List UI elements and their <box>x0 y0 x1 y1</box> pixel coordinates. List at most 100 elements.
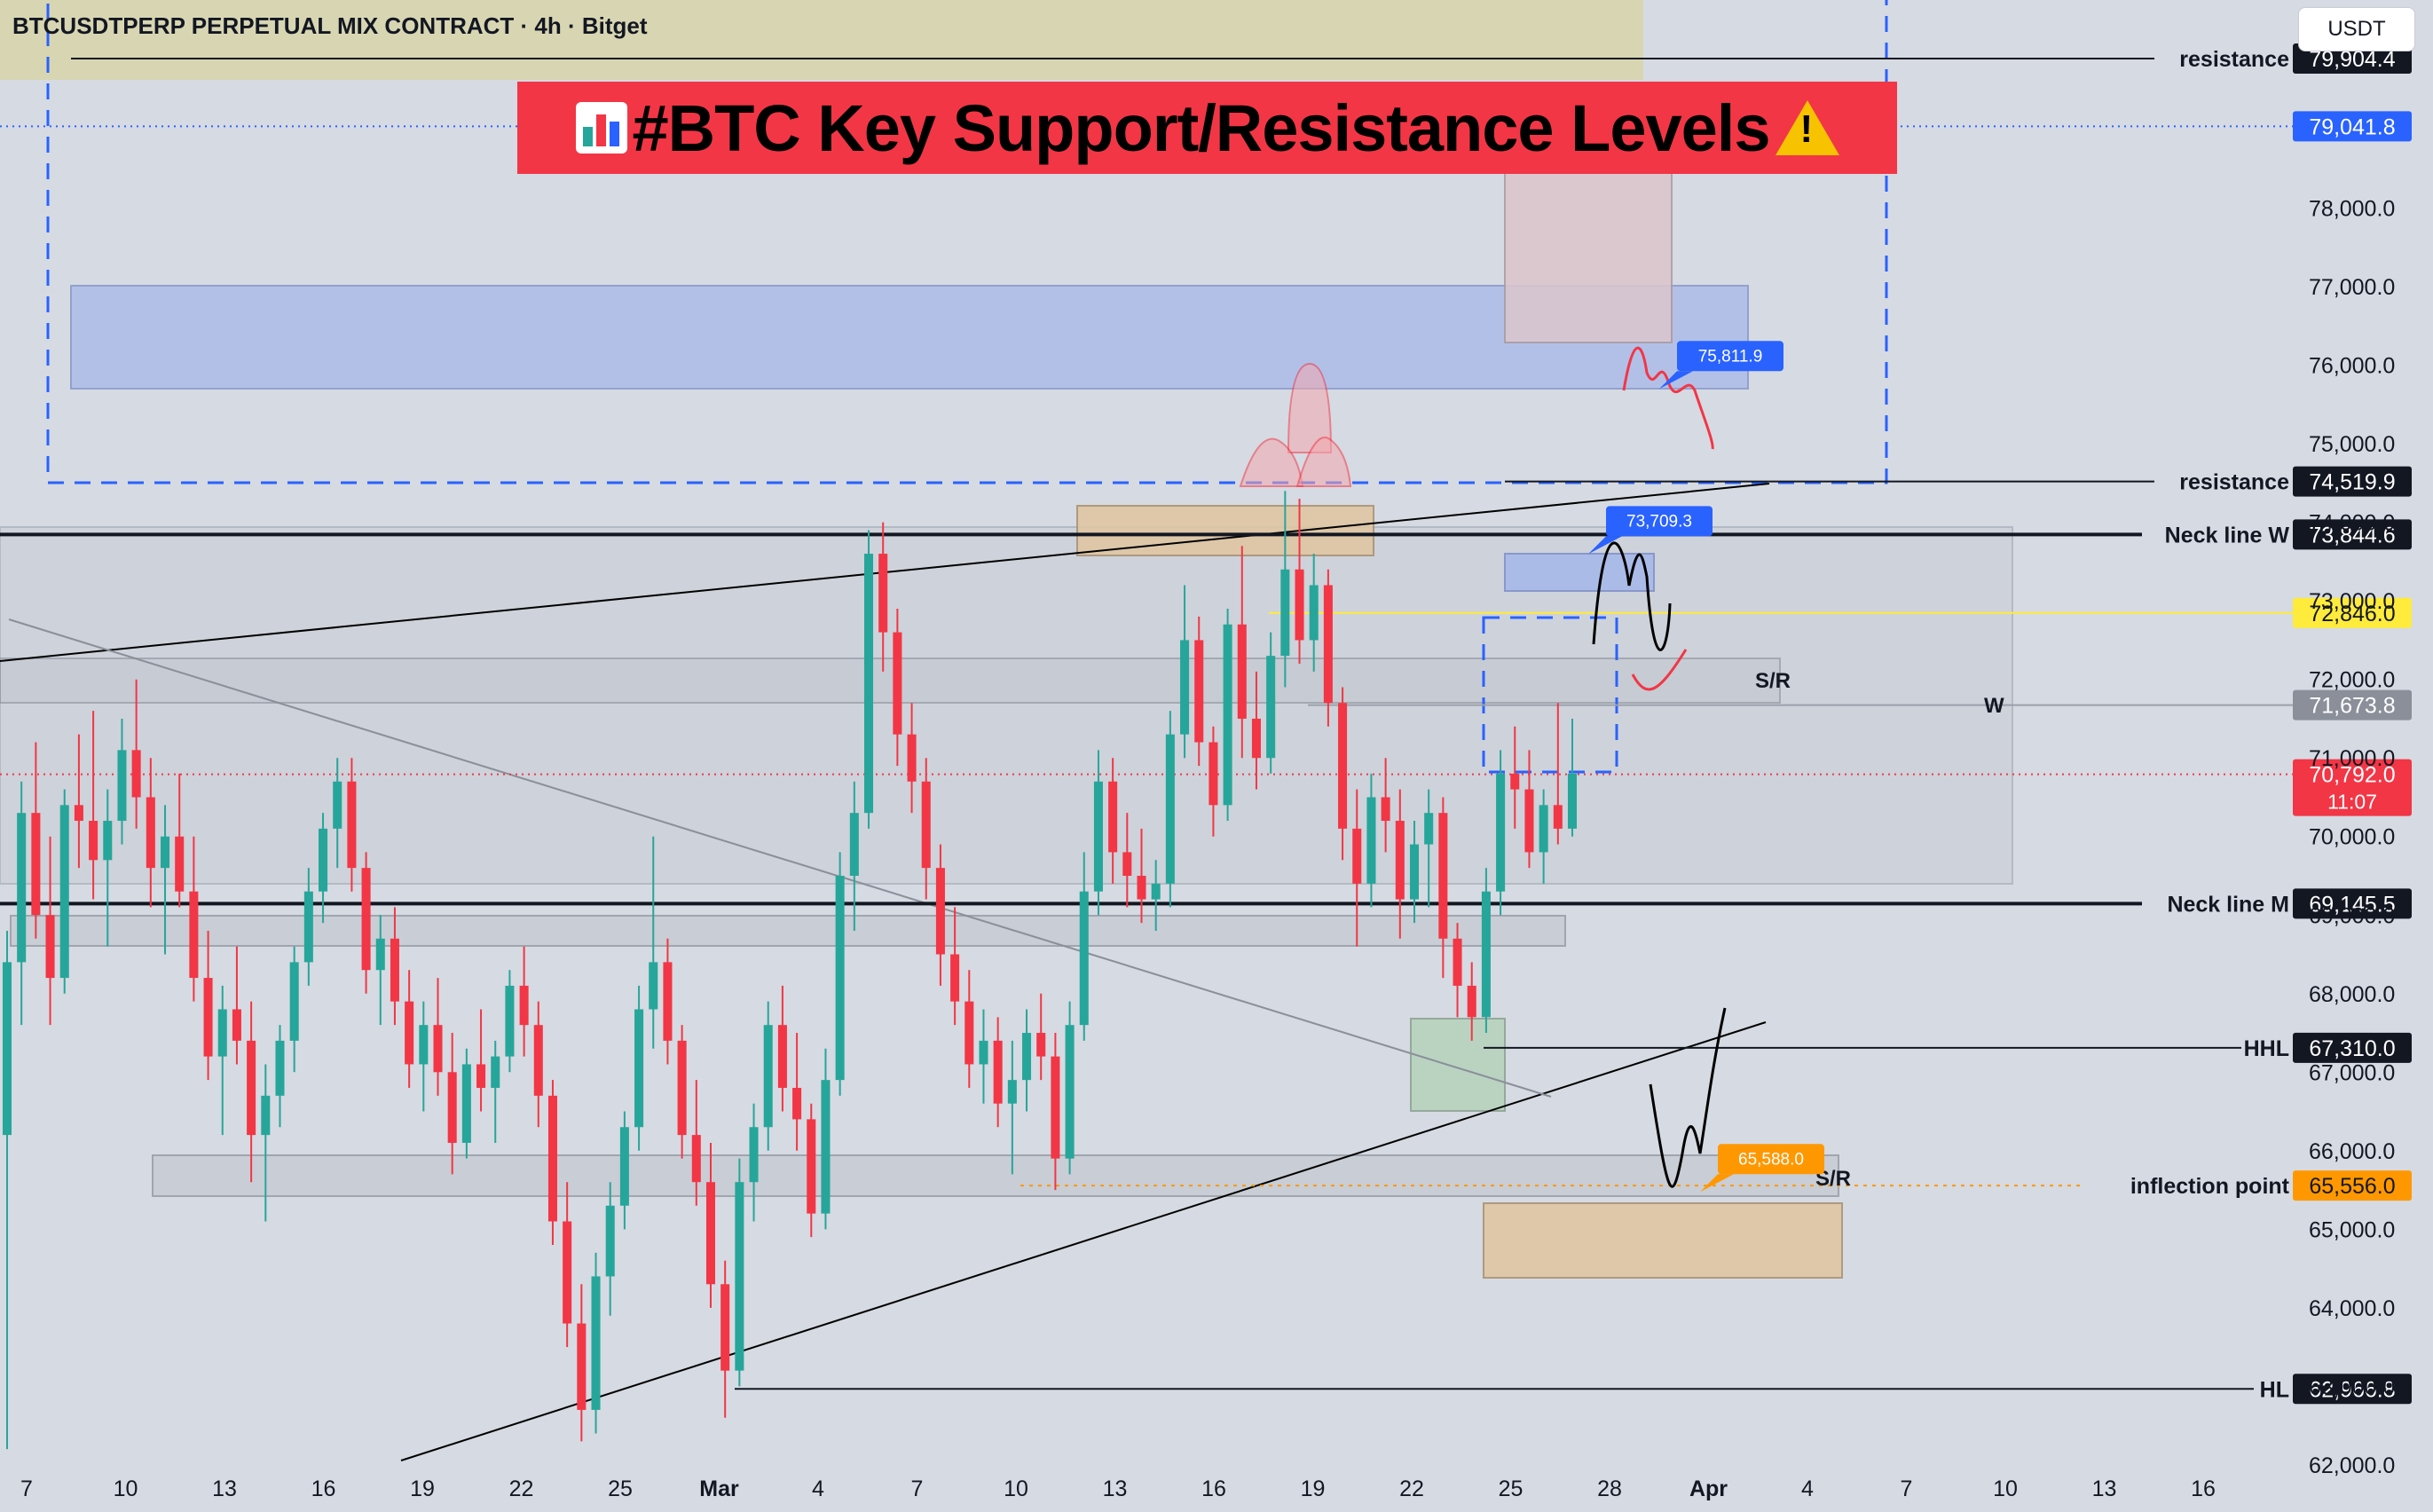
candle-body <box>519 985 529 1026</box>
time-tick-label: 10 <box>1993 1477 2018 1501</box>
price-level-value: 65,556.0 <box>2309 1174 2395 1199</box>
price-tick-label: 63,000.0 <box>2309 1374 2395 1399</box>
candle-body <box>203 978 213 1057</box>
black-projection-lower <box>1649 1007 1727 1188</box>
currency-selector[interactable]: USDT <box>2298 7 2415 51</box>
candle-body <box>247 1040 256 1136</box>
price-tick-label: 71,000.0 <box>2309 746 2395 771</box>
candle-body <box>1079 891 1089 1026</box>
demand-zone-green <box>1410 1018 1506 1112</box>
candle-body <box>1280 569 1290 657</box>
warning-icon <box>1775 100 1839 155</box>
zone-annotation: S/R <box>1755 669 1791 693</box>
target-zone-pink <box>1504 168 1673 343</box>
candle-body <box>1295 569 1304 641</box>
candle-body <box>849 813 859 876</box>
time-tick-label: 22 <box>509 1477 534 1501</box>
callout-box <box>1606 506 1713 537</box>
price-level-value: 62,966.8 <box>2309 1377 2395 1402</box>
candle-body <box>965 1001 974 1065</box>
candle-body <box>1093 781 1103 892</box>
time-tick-label: 13 <box>1103 1477 1128 1501</box>
candle-body <box>433 1025 443 1073</box>
price-tick-label: 77,000.0 <box>2309 275 2395 300</box>
time-tick-label: 28 <box>1597 1477 1622 1501</box>
price-tick-label: 67,000.0 <box>2309 1060 2395 1085</box>
callout-pointer <box>1588 536 1622 555</box>
candle-body <box>1381 797 1390 822</box>
candle-body <box>361 868 371 971</box>
price-level-value: 72,846.0 <box>2309 602 2395 626</box>
candle-body <box>1438 813 1448 939</box>
candle-body <box>547 1095 557 1222</box>
candle-body <box>45 915 55 979</box>
price-tick-label: 78,000.0 <box>2309 197 2395 222</box>
time-tick-label: 4 <box>1801 1477 1814 1501</box>
candle-body <box>792 1087 802 1120</box>
title-zone <box>0 0 1643 80</box>
time-tick-label: 7 <box>911 1477 924 1501</box>
candle-body <box>1510 773 1520 790</box>
candle-body <box>634 1009 644 1128</box>
candle-body <box>17 813 27 963</box>
candle-body <box>935 868 945 955</box>
time-tick-label: 10 <box>114 1477 138 1501</box>
price-level-tag <box>2293 689 2412 721</box>
candle-body <box>161 836 170 869</box>
candle-body <box>232 1009 241 1041</box>
price-level-label: resistance <box>2179 47 2289 72</box>
price-level-tag <box>2293 466 2412 497</box>
candle-body <box>777 1025 787 1088</box>
price-callouts: 75,811.9 73,709.3 65,588.0 <box>1588 341 1824 1193</box>
candle-body <box>1137 875 1146 900</box>
time-tick-label: 10 <box>1004 1477 1028 1501</box>
candle-body <box>217 1009 227 1057</box>
time-tick-label: 13 <box>212 1477 237 1501</box>
candle-body <box>1165 734 1175 884</box>
candle-body <box>893 632 902 735</box>
pair-title: BTCUSDTPERP PERPETUAL MIX CONTRACT · 4h … <box>12 12 648 39</box>
candle-body <box>1409 844 1419 900</box>
candle-body <box>605 1205 615 1277</box>
candle-body <box>476 1064 486 1088</box>
candle-body <box>146 797 155 869</box>
candle-body <box>1108 781 1118 853</box>
candle-body <box>1553 805 1563 829</box>
candle-body <box>720 1284 730 1371</box>
candle-body <box>175 836 185 892</box>
callout-value: 75,811.9 <box>1698 347 1763 366</box>
price-tick-label: 70,000.0 <box>2309 825 2395 850</box>
black-projection-w <box>1592 541 1672 651</box>
candle-body <box>677 1040 687 1136</box>
candle-body <box>1481 891 1491 1018</box>
price-tick-label: 73,000.0 <box>2309 589 2395 614</box>
supply-zone-blue <box>70 285 1749 390</box>
candle-body <box>1151 883 1161 900</box>
candle-body <box>1065 1025 1075 1159</box>
time-axis: 7 10 13 16 19 22 25 Mar 4 7 10 13 16 19 22 25 28 Apr 4 7 10 1… <box>20 1477 2216 1501</box>
candle-body <box>907 734 917 782</box>
range-dashed-box <box>1482 616 1618 774</box>
countdown-value: 11:07 <box>2327 791 2377 814</box>
price-tick-label: 64,000.0 <box>2309 1296 2395 1321</box>
candle-body <box>1223 624 1232 806</box>
candle-body <box>505 985 515 1057</box>
candle-body <box>261 1095 271 1136</box>
candle-body <box>89 821 98 861</box>
candle-body <box>1122 852 1132 876</box>
candle-body <box>1180 640 1190 735</box>
callout-pointer <box>1700 1174 1734 1193</box>
sr-zone-upper <box>0 658 1781 704</box>
price-level-value: 70,792.0 <box>2309 763 2395 788</box>
bar-chart-icon <box>575 102 627 154</box>
price-axis: 62,000.0 63,000.0 64,000.0 65,000.0 66,000.0… <box>2309 197 2395 1478</box>
price-level-value: 67,310.0 <box>2309 1036 2395 1061</box>
price-tick-label: 65,000.0 <box>2309 1217 2395 1242</box>
candle-body <box>131 750 141 798</box>
price-level-value: 69,145.5 <box>2309 892 2395 917</box>
candle-body <box>303 891 313 963</box>
candle-body <box>275 1040 285 1096</box>
candle-body <box>1251 718 1261 759</box>
price-level-tag <box>2293 111 2412 142</box>
